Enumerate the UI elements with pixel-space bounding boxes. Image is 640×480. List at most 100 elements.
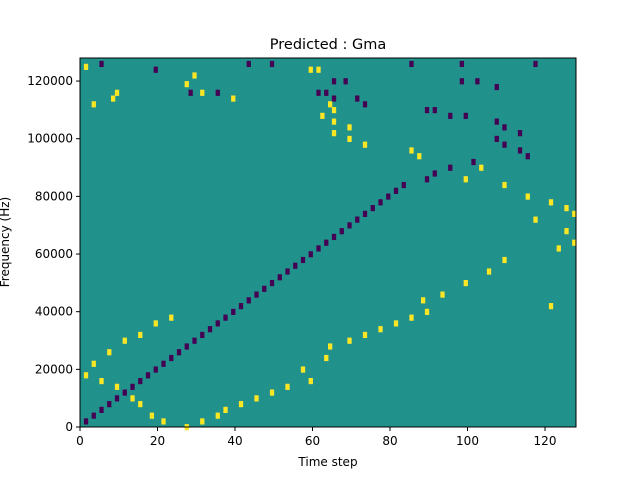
heatmap-cell-low [91,412,96,419]
heatmap-cell-low [459,60,465,68]
heatmap-cell-low [215,320,220,327]
heatmap-cell-low [533,60,538,68]
y-tick-label: 40000 [35,305,73,319]
y-tick-label: 80000 [35,189,73,203]
heatmap-cell-low [432,170,437,177]
heatmap-cell-high [200,418,205,425]
heatmap-cell-low [494,135,499,143]
heatmap-cell-low [200,331,205,339]
heatmap-cell-high [200,89,205,96]
heatmap-cell-low [254,291,259,298]
plot-frame [79,57,577,428]
heatmap-cell-high [91,101,96,108]
heatmap-cells [83,60,577,431]
heatmap-cell-low [324,89,329,96]
heatmap-cell-high [548,199,554,206]
heatmap-cell-high [409,314,414,321]
heatmap-cell-low [331,233,337,241]
heatmap-cell-low [525,153,530,160]
heatmap-cell-high [169,314,174,321]
heatmap-cell-high [502,256,507,264]
heatmap-cell-low [424,107,430,114]
x-tick-label: 40 [227,434,242,448]
heatmap-cell-low [343,78,348,85]
heatmap-cell-high [409,147,414,154]
heatmap-cell-low [153,366,158,373]
heatmap-cell-high [362,331,368,339]
heatmap-cell-high [269,389,275,396]
heatmap-cell-low [188,89,193,96]
heatmap-cell-high [331,107,337,114]
heatmap-cell-high [122,337,127,344]
heatmap-cell-low [502,141,507,148]
y-axis: 0 20000 40000 60000 80000 100000 120000 [27,74,80,434]
heatmap-cell-low [262,285,267,292]
heatmap-cell-low [448,112,453,119]
heatmap-cell-high [572,210,577,217]
heatmap-cell-high [564,205,569,212]
heatmap-cell-low [99,60,104,68]
heatmap-cell-high [238,401,244,408]
heatmap-cell-high [424,308,430,315]
heatmap-cell-low [409,60,414,68]
heatmap-cell-low [153,66,158,73]
heatmap-cell-high [130,395,135,402]
x-tick-label: 20 [150,434,165,448]
heatmap-cell-low [355,216,360,223]
x-tick-label: 0 [76,434,84,448]
heatmap-cell-low [161,360,166,367]
heatmap-cell-high [138,401,143,408]
heatmap-cell-low [386,193,391,200]
heatmap-cell-high [331,130,337,137]
heatmap-cell-high [479,164,484,171]
heatmap-cell-high [393,320,399,327]
heatmap-cell-low [207,326,213,333]
heatmap-cell-high [331,118,337,125]
heatmap-cell-low [362,210,368,217]
heatmap-cell-high [525,193,530,200]
heatmap-cell-high [184,81,189,88]
heatmap-cell-low [277,274,282,281]
heatmap-cell-high [300,366,306,373]
heatmap-cell-high [114,383,120,390]
heatmap-cell-high [99,377,104,385]
x-tick-label: 60 [305,434,320,448]
y-tick-label: 0 [65,420,73,434]
heatmap-cell-low [331,95,337,102]
heatmap-cell-low [362,101,368,108]
heatmap-cell-low [300,256,306,264]
heatmap-cell-low [192,337,197,344]
heatmap-cell-high [161,418,166,425]
heatmap-cell-low [176,349,182,356]
heatmap-cell-low [145,372,151,379]
heatmap-cell-low [424,176,430,183]
heatmap-cell-low [502,124,507,131]
heatmap-cell-low [494,83,499,91]
heatmap-cell-high [107,349,112,356]
heatmap-cell-high [362,141,368,148]
heatmap-cell-high [548,303,554,310]
heatmap-cell-high [572,239,577,246]
heatmap-cell-low [169,354,174,362]
heatmap-cell-low [475,78,480,85]
heatmap-cell-low [138,377,143,385]
heatmap-cell-high [111,95,116,102]
heatmap-cell-high [153,320,158,327]
heatmap-cell-high [215,412,220,419]
heatmap-cell-low [114,395,120,402]
heatmap-cell-low [130,383,135,390]
heatmap-cell-high [421,297,426,304]
heatmap-cell-low [99,406,104,413]
heatmap-cell-high [149,412,155,419]
heatmap-cell-high [328,101,333,108]
y-tick-label: 100000 [27,132,73,146]
heatmap-cell-low [285,268,290,275]
heatmap-cell-high [347,337,352,344]
heatmap-cell-low [471,158,476,166]
heatmap-cell-low [316,89,321,96]
heatmap-cell-low [308,251,313,258]
heatmap-cell-low [347,222,352,229]
heatmap-cell-high [231,95,236,102]
heatmap-cell-low [432,107,437,114]
heatmap-cell-low [459,78,465,85]
